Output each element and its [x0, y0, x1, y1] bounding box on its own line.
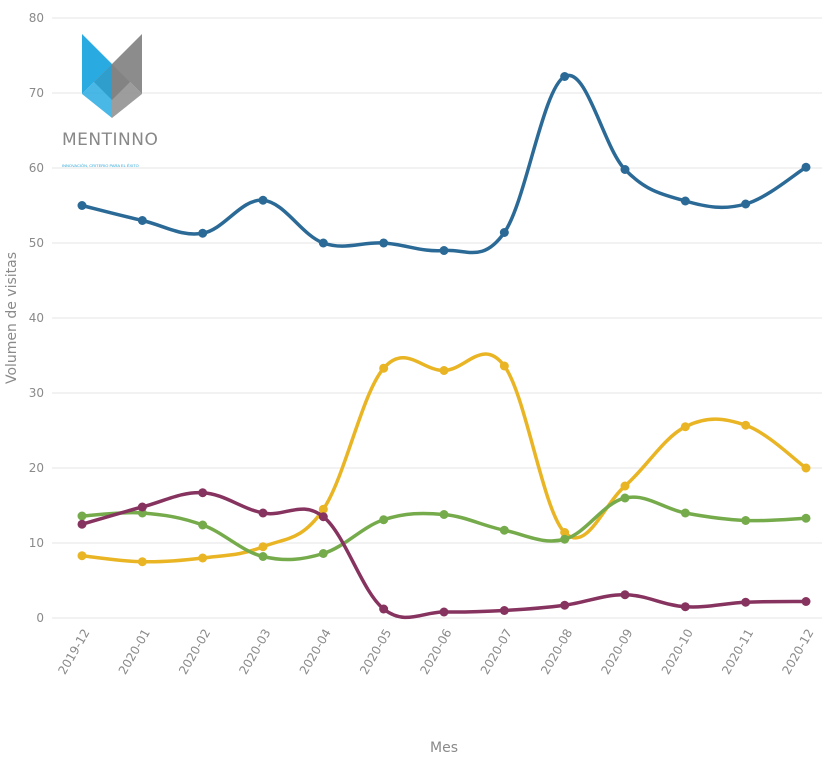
data-point — [258, 508, 268, 518]
x-tick-label: 2020-11 — [719, 627, 756, 677]
y-tick-label: 60 — [29, 161, 44, 175]
data-point — [258, 542, 268, 552]
data-point — [77, 551, 87, 561]
y-tick-label: 80 — [29, 11, 44, 25]
y-tick-label: 70 — [29, 86, 44, 100]
data-point — [741, 516, 751, 525]
x-tick-label: 2020-08 — [538, 627, 575, 677]
x-tick-label: 2020-12 — [779, 627, 816, 677]
data-point — [620, 165, 630, 174]
data-point — [680, 196, 690, 206]
series-line-2 — [80, 352, 808, 564]
data-point — [318, 549, 328, 558]
x-tick-label: 2019-12 — [55, 627, 92, 677]
x-tick-label: 2020-02 — [176, 627, 213, 677]
logo-wordmark: MENTINNO — [62, 130, 159, 150]
data-point — [258, 552, 268, 561]
data-point — [379, 363, 389, 373]
data-point — [137, 502, 147, 512]
y-axis-ticks: 0 10 20 30 40 50 60 70 80 — [29, 11, 44, 625]
y-tick-label: 30 — [29, 386, 44, 400]
data-point — [560, 534, 570, 544]
series-points — [77, 72, 811, 617]
data-point — [620, 481, 630, 491]
data-point — [439, 366, 449, 375]
data-point — [77, 201, 87, 210]
series-lines — [80, 73, 808, 620]
data-point — [318, 238, 328, 248]
x-tick-label: 2020-06 — [417, 627, 454, 677]
y-tick-label: 10 — [29, 536, 44, 550]
data-point — [137, 216, 147, 225]
data-point — [439, 510, 449, 519]
data-point — [680, 422, 690, 432]
data-point — [560, 72, 570, 81]
data-point — [439, 246, 449, 255]
y-tick-label: 0 — [36, 611, 44, 625]
data-point — [258, 195, 268, 205]
y-tick-label: 50 — [29, 236, 44, 250]
x-tick-label: 2020-10 — [659, 627, 696, 677]
data-point — [741, 597, 751, 607]
data-point — [741, 199, 751, 209]
data-point — [499, 361, 509, 371]
data-point — [439, 607, 449, 617]
data-point — [318, 512, 328, 522]
x-tick-label: 2020-05 — [357, 627, 394, 677]
y-tick-label: 20 — [29, 461, 44, 475]
data-point — [620, 590, 630, 600]
x-tick-label: 2020-07 — [478, 627, 515, 677]
data-point — [801, 463, 811, 473]
x-tick-label: 2020-01 — [116, 627, 153, 677]
series-line-1 — [80, 73, 808, 255]
data-point — [801, 597, 811, 606]
data-point — [77, 519, 87, 529]
logo-tagline: INNOVACIÓN, CRITERIO PARA EL ÉXITO — [62, 163, 139, 168]
x-tick-label: 2020-09 — [598, 627, 635, 677]
data-point — [499, 525, 509, 535]
x-tick-label: 2020-04 — [297, 627, 334, 677]
data-point — [499, 228, 509, 237]
data-point — [741, 420, 751, 430]
series-line-3 — [80, 495, 808, 562]
mentinno-logo: MENTINNO INNOVACIÓN, CRITERIO PARA EL ÉX… — [62, 30, 162, 180]
data-point — [198, 553, 208, 563]
data-point — [560, 528, 570, 537]
data-point — [680, 508, 690, 518]
logo-mark-icon — [82, 34, 142, 118]
data-point — [680, 602, 690, 612]
gridlines — [52, 17, 822, 619]
y-axis-title: Volumen de visitas — [4, 252, 20, 384]
data-point — [499, 606, 509, 615]
data-point — [379, 604, 389, 614]
data-point — [318, 504, 328, 514]
x-tick-label: 2020-03 — [236, 627, 273, 677]
y-tick-label: 40 — [29, 311, 44, 325]
data-point — [379, 238, 389, 248]
data-point — [198, 488, 208, 498]
data-point — [620, 493, 630, 503]
data-point — [77, 511, 87, 521]
data-point — [801, 513, 811, 523]
data-point — [379, 515, 389, 525]
data-point — [560, 600, 570, 610]
data-point — [801, 162, 811, 172]
x-axis-ticks: 2019-12 2020-01 2020-02 2020-03 2020-04 2020-… — [55, 627, 816, 677]
data-point — [198, 228, 208, 238]
data-point — [198, 520, 208, 530]
data-point — [137, 557, 147, 567]
x-axis-title: Mes — [430, 740, 458, 756]
